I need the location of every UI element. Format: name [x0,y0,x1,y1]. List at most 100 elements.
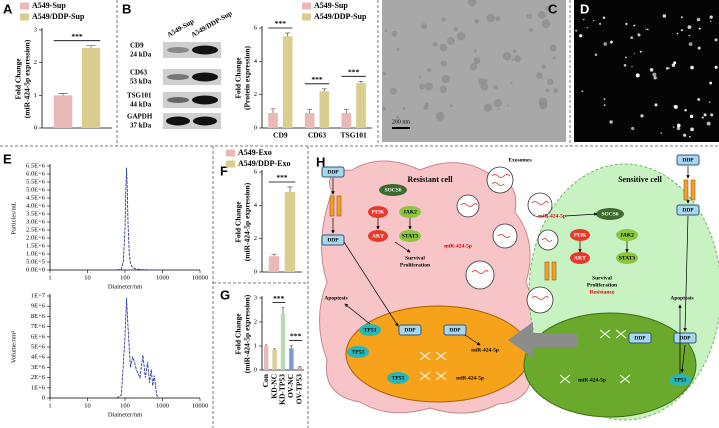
blot-size: 24 kDa [130,51,152,59]
error-bar [321,88,327,92]
blot-protein: CD63 [130,69,148,77]
y-tick-label: 1.5E+6 [26,242,46,249]
fluorescent-dot [575,29,578,32]
fluorescent-dot [709,20,712,22]
fluorescent-dot [683,133,687,137]
y-tick-label: 4 [254,202,258,209]
y-axis-label: (miR-424-5p expression) [243,182,252,261]
y-tick-label: 6.0E+6 [26,170,46,177]
y-tick-label: 2E+6 [31,374,46,381]
legend-swatch [226,149,235,157]
x-tick-label: KD-NC [269,374,278,399]
y-tick-label: 1 [34,92,37,99]
x-tick-label: CD9 [273,131,288,140]
transfer-arrow [508,322,578,358]
panel-letter: C [548,1,558,16]
blot-band [167,97,189,103]
blot-band [192,95,218,105]
vesicle [549,44,557,52]
fluorescent-dot [623,63,627,67]
panel-letter: D [580,1,589,16]
error-bar [271,253,277,257]
diagram-title: Resistant cell [407,175,453,184]
error-bar [285,32,291,37]
y-axis-label: (miR-424-5p expression) [243,294,252,373]
panel-letter: E [3,151,12,166]
bar [297,367,303,370]
fluorescent-dot [633,24,636,27]
bar [81,47,101,128]
vesicle [418,75,422,79]
mirna-cargo [460,174,553,300]
fluorescence-image [574,0,719,142]
fluorescent-dot [673,61,677,65]
y-axis-label: (miR-424-5p expression) [23,39,32,118]
vesicle [396,115,400,120]
diagram-title: Sensitive cell [618,175,663,184]
vesicle [538,11,546,19]
significance-label: *** [348,68,360,77]
receptors [329,179,696,281]
x-tick-label: Con [261,373,270,387]
x-tick-label: 10000 [192,274,208,281]
node-label: DDP [682,157,694,163]
y-tick-label: 3E+6 [31,364,46,371]
x-tick-label: 10 [84,402,91,409]
significance-label: *** [290,332,302,341]
y-axis-label: Fold Change [234,57,243,99]
node-label: TP53 [364,327,377,333]
diagram-label: Exosomes [508,157,531,163]
y-tick-label: 0 [254,366,257,373]
y-axis-label: (Protein expression) [243,45,252,110]
significance-label: *** [275,19,287,28]
y-tick-label: 6 [254,168,258,175]
fluorescence-background [574,0,719,142]
fluorescent-dot [603,98,606,100]
node-label: JAK2 [403,209,417,215]
node-label: DDP [679,335,691,341]
blot-column: A549/DDP-Sup [190,9,234,39]
tem-background [382,0,566,142]
vesicle [528,27,534,33]
vesicle [512,49,517,53]
x-axis-label: Diameter/nm [108,411,142,418]
y-tick-label: 4 [254,58,258,65]
vesicle [402,107,406,111]
x-tick-label: 10000 [192,402,208,409]
node-label: STAT3 [402,233,419,239]
fluorescent-dot [579,34,583,38]
vesicle [483,103,493,112]
diagram-label: Proliferation [587,282,617,288]
fluorescent-dot [697,46,701,50]
vesicle [396,47,400,51]
error-bar [58,93,68,96]
node-label: JAK2 [620,232,634,238]
vesicle [493,98,503,108]
x-tick-label: CD63 [308,131,327,140]
y-tick-label: 2.5E+6 [26,226,46,233]
error-bar [86,45,96,48]
blot-size: 37 kDa [130,122,152,130]
diagram-label: miR-424-5p [578,377,606,383]
legend-label: A549/DDP-Sup [32,12,85,21]
fluorescent-dot [652,72,657,77]
fluorescent-dot [708,101,711,104]
fluorescent-dot [709,15,713,19]
node-label: TP53 [352,349,365,355]
vesicle [541,64,546,70]
fluorescent-dot [646,28,649,31]
diagram-label: Apoptosis [670,295,693,301]
fluorescent-dot [688,42,693,47]
vesicle [381,106,387,111]
panel-letter: F [220,163,228,178]
diagram-label: Apoptosis [324,295,347,301]
fluorescent-dot [581,90,584,93]
y-tick-label: 5.0E+6 [26,186,46,193]
fluorescent-dot [593,19,595,22]
y-axis-label: Fold Change [234,313,243,355]
diagram-label: Resistance [590,289,615,295]
fluorescent-dot [687,25,692,30]
error-bar [343,109,349,113]
panel-letter: A [3,1,13,16]
fluorescent-dot [631,126,635,131]
